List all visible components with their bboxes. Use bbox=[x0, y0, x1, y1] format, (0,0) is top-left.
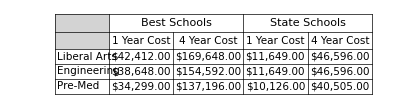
Text: State Schools: State Schools bbox=[270, 18, 346, 28]
Bar bbox=[308, 79, 372, 94]
Text: 4 Year Cost: 4 Year Cost bbox=[179, 36, 238, 46]
Bar bbox=[308, 64, 372, 79]
Bar bbox=[243, 49, 308, 64]
Bar bbox=[243, 64, 308, 79]
Bar bbox=[109, 79, 173, 94]
Bar bbox=[243, 32, 308, 49]
Text: Engineering: Engineering bbox=[57, 66, 120, 76]
Bar bbox=[308, 32, 372, 49]
Text: Best Schools: Best Schools bbox=[141, 18, 211, 28]
Text: $11,649.00: $11,649.00 bbox=[246, 52, 305, 62]
Bar bbox=[173, 32, 243, 49]
Bar bbox=[109, 32, 173, 49]
Text: 1 Year Cost: 1 Year Cost bbox=[246, 36, 304, 46]
Bar bbox=[173, 49, 243, 64]
Text: $137,196.00: $137,196.00 bbox=[175, 81, 241, 91]
Text: Liberal Arts: Liberal Arts bbox=[57, 52, 117, 62]
Text: $10,126.00: $10,126.00 bbox=[246, 81, 305, 91]
Bar bbox=[55, 49, 109, 64]
Text: $40,505.00: $40,505.00 bbox=[310, 81, 369, 91]
Text: $46,596.00: $46,596.00 bbox=[310, 52, 369, 62]
Text: $169,648.00: $169,648.00 bbox=[175, 52, 241, 62]
Bar bbox=[173, 64, 243, 79]
Bar bbox=[173, 79, 243, 94]
Bar bbox=[55, 14, 109, 49]
Text: $46,596.00: $46,596.00 bbox=[310, 66, 369, 76]
Text: Pre-Med: Pre-Med bbox=[57, 81, 100, 91]
Text: $11,649.00: $11,649.00 bbox=[246, 66, 305, 76]
Text: $154,592.00: $154,592.00 bbox=[175, 66, 241, 76]
Bar bbox=[243, 14, 372, 32]
Bar bbox=[55, 64, 109, 79]
Bar bbox=[55, 79, 109, 94]
Bar bbox=[109, 49, 173, 64]
Bar bbox=[109, 64, 173, 79]
Bar bbox=[109, 14, 243, 32]
Text: 4 Year Cost: 4 Year Cost bbox=[311, 36, 369, 46]
Text: $38,648.00: $38,648.00 bbox=[111, 66, 171, 76]
Bar bbox=[243, 79, 308, 94]
Bar bbox=[308, 49, 372, 64]
Text: $34,299.00: $34,299.00 bbox=[111, 81, 171, 91]
Text: 1 Year Cost: 1 Year Cost bbox=[112, 36, 171, 46]
Text: $42,412.00: $42,412.00 bbox=[111, 52, 171, 62]
